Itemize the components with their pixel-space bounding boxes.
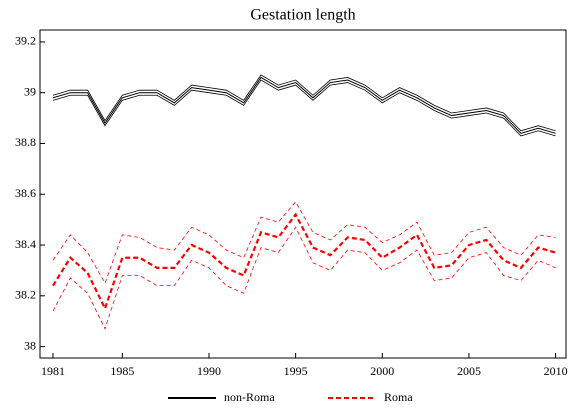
y-tick-label: 38.2 [15,288,36,302]
series-line [52,76,556,134]
x-tick-label: 1985 [110,364,134,378]
upper-bound-line [52,201,556,285]
plot-frame [39,29,567,359]
x-tick-label: 1990 [197,364,221,378]
y-tick-label: 39 [24,84,36,98]
y-tick-label: 38.6 [15,186,36,200]
series-line [52,212,556,312]
lower-bound-line [52,79,556,137]
legend-label: non-Roma [224,390,275,404]
legend-label: Roma [384,390,413,404]
chart-title: Gestation length [250,7,355,24]
x-tick-label: 1981 [41,364,65,378]
y-tick-label: 38.4 [15,237,36,251]
x-tick-label: 2000 [370,364,394,378]
x-tick-label: 1995 [284,364,308,378]
y-tick-label: 39.2 [15,34,36,48]
lower-bound-line [52,226,556,330]
upper-bound-line [52,74,556,132]
y-tick-label: 38 [24,338,36,352]
y-tick-label: 38.8 [15,135,36,149]
x-tick-label: 2005 [457,364,481,378]
x-tick-label: 2010 [544,364,568,378]
